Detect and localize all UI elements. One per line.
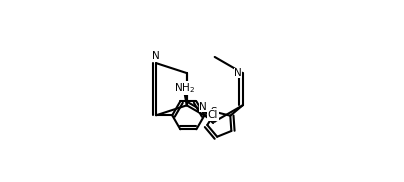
- Text: S: S: [210, 107, 217, 117]
- Text: N: N: [234, 68, 242, 78]
- Text: N: N: [199, 102, 207, 112]
- Text: Cl: Cl: [208, 110, 218, 120]
- Text: N: N: [152, 51, 160, 61]
- Text: NH$_2$: NH$_2$: [175, 81, 196, 95]
